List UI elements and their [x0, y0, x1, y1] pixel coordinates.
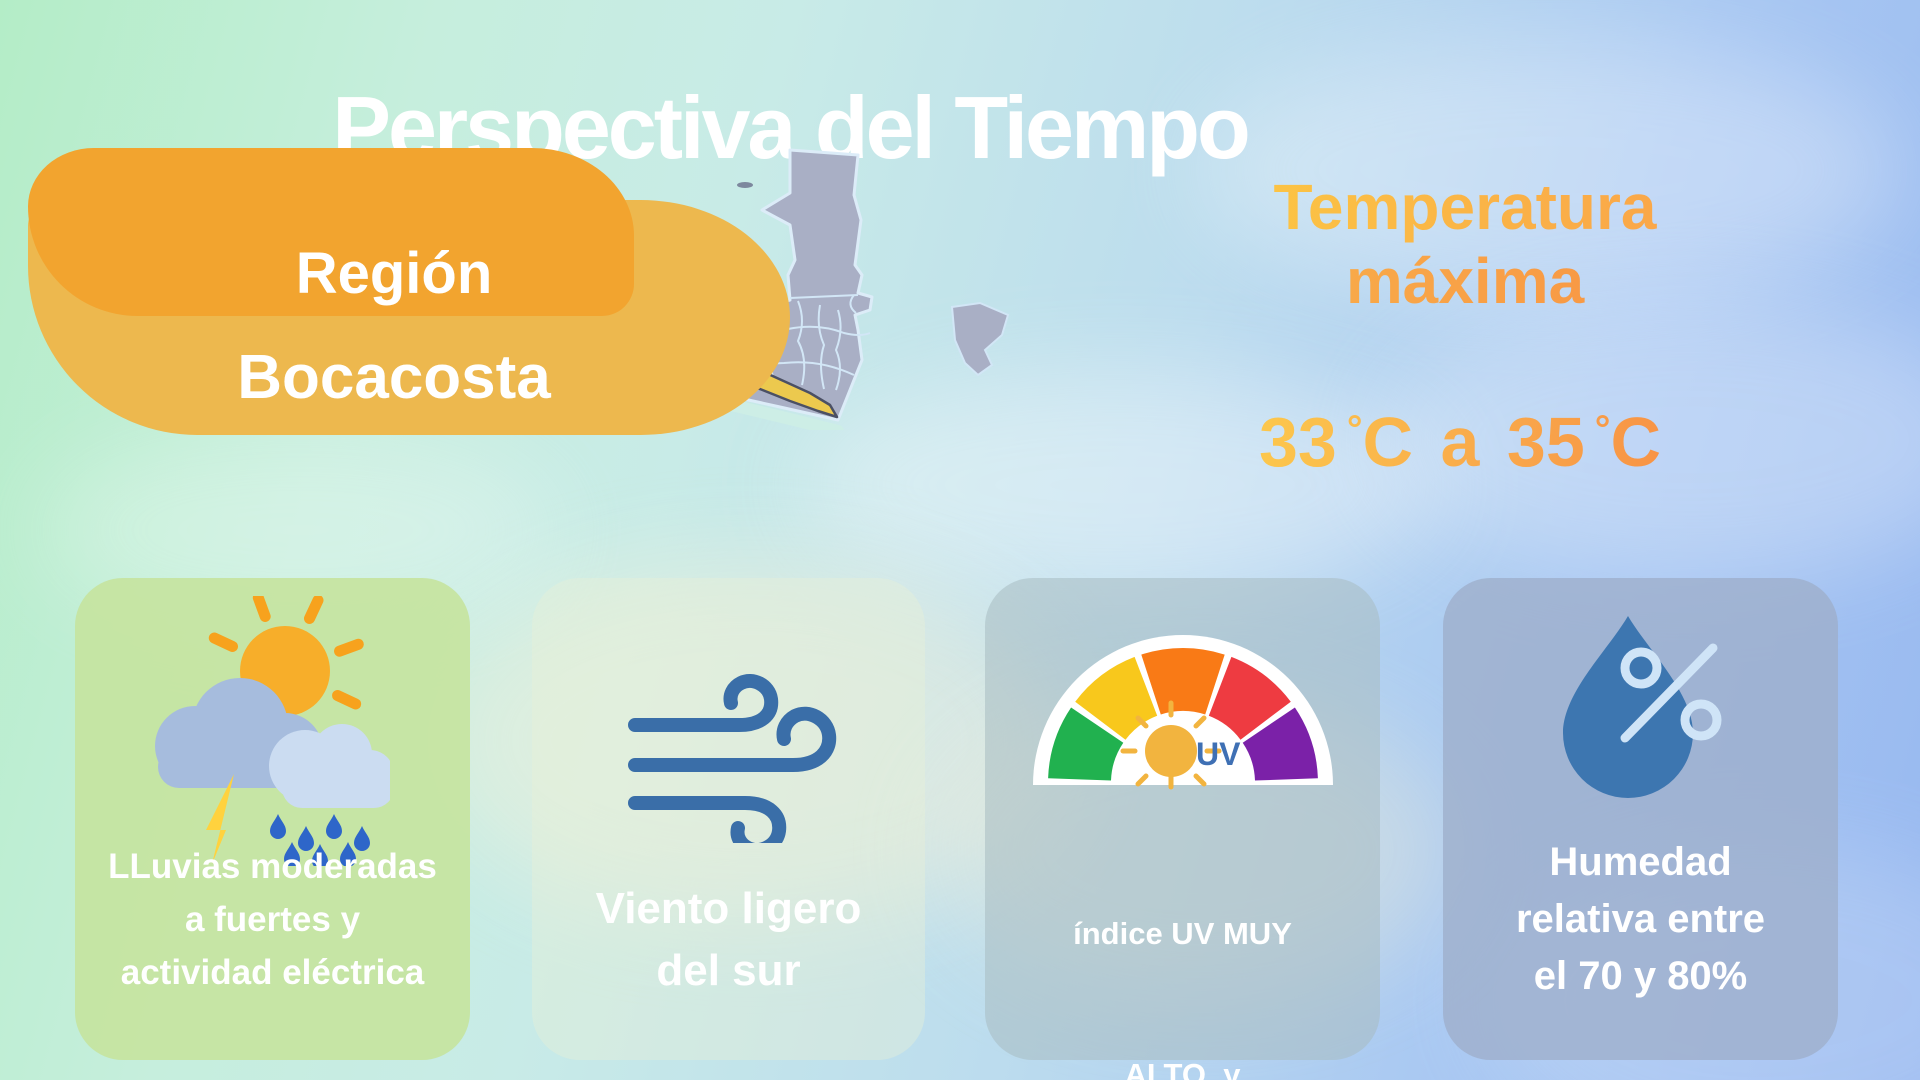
uv-segment-purple: [1242, 707, 1318, 781]
region-banner-subtitle: Bocacosta: [237, 343, 551, 412]
card-line: el 70 y 80%: [1533, 954, 1748, 998]
water-droplet: [1563, 616, 1693, 798]
card-humidity-text: Humedad relativa entre el 70 y 80%: [1443, 834, 1838, 1005]
card-uv: UV índice UV MUY ALTO y EXTREMO a partir…: [985, 578, 1380, 1080]
cloud-decoration: [800, 370, 1440, 600]
card-line: índice UV MUY: [1073, 916, 1292, 951]
uv-segment-green: [1048, 707, 1124, 781]
uv-segment-red: [1208, 656, 1291, 740]
degree-symbol: °: [1346, 407, 1363, 451]
lake-peten-itza: [737, 182, 753, 188]
card-uv-text: índice UV MUY ALTO y EXTREMO a partir de…: [985, 816, 1380, 1080]
temperature-heading-line1: Temperatura: [1180, 170, 1750, 244]
temp-max: 35: [1506, 403, 1585, 481]
percent-symbol: [1620, 643, 1722, 743]
uv-gauge-label: UV: [1196, 736, 1241, 772]
temp-connector: a: [1440, 403, 1480, 481]
humidity-percent-icon: [1563, 616, 1722, 798]
neighbor-country-fragment: [950, 301, 1010, 377]
card-line: ALTO y: [1124, 1057, 1241, 1080]
front-cloud: [269, 724, 390, 808]
cloud-decoration: [1200, 40, 1900, 300]
temp-min: 33: [1258, 403, 1337, 481]
gauge-sun: [1145, 725, 1197, 777]
temperature-heading-line2: máxima: [1180, 244, 1750, 318]
region-banner-title: Región: [295, 241, 493, 306]
card-line: Humedad: [1549, 840, 1732, 884]
wind-icon: [628, 674, 837, 843]
card-humidity: Humedad relativa entre el 70 y 80%: [1443, 578, 1838, 1060]
card-line: relativa entre: [1515, 897, 1766, 941]
lightning-bolt: [206, 774, 234, 864]
card-line: Viento ligero: [595, 884, 862, 933]
card-line: del sur: [656, 946, 801, 995]
card-line: LLuvias moderadas: [108, 847, 437, 886]
cloud-decoration: [1380, 300, 1920, 580]
card-wind: Viento ligero del sur: [532, 578, 925, 1060]
region-banner-front: [28, 148, 634, 316]
card-line: a fuertes y: [184, 900, 361, 939]
temperature-range: 33 °C a 35 °C: [1160, 402, 1760, 482]
card-line: actividad eléctrica: [120, 953, 425, 992]
card-wind-text: Viento ligero del sur: [532, 878, 925, 1002]
temp-min-unit: C: [1362, 403, 1414, 481]
uv-gauge-icon: UV: [1033, 635, 1333, 790]
uv-segment-orange: [1141, 647, 1225, 715]
rain-drops: [270, 814, 370, 866]
card-rain: LLuvias moderadas a fuertes y actividad …: [75, 578, 470, 1060]
sun-storm-rain-icon: [155, 596, 390, 866]
cloud-decoration: [430, 560, 1070, 920]
degree-symbol: °: [1594, 407, 1611, 451]
temperature-heading: Temperatura máxima: [1180, 170, 1750, 318]
gauge-sun-rays: [1120, 700, 1222, 790]
card-rain-text: LLuvias moderadas a fuertes y actividad …: [75, 840, 470, 999]
temp-max-unit: C: [1610, 403, 1662, 481]
